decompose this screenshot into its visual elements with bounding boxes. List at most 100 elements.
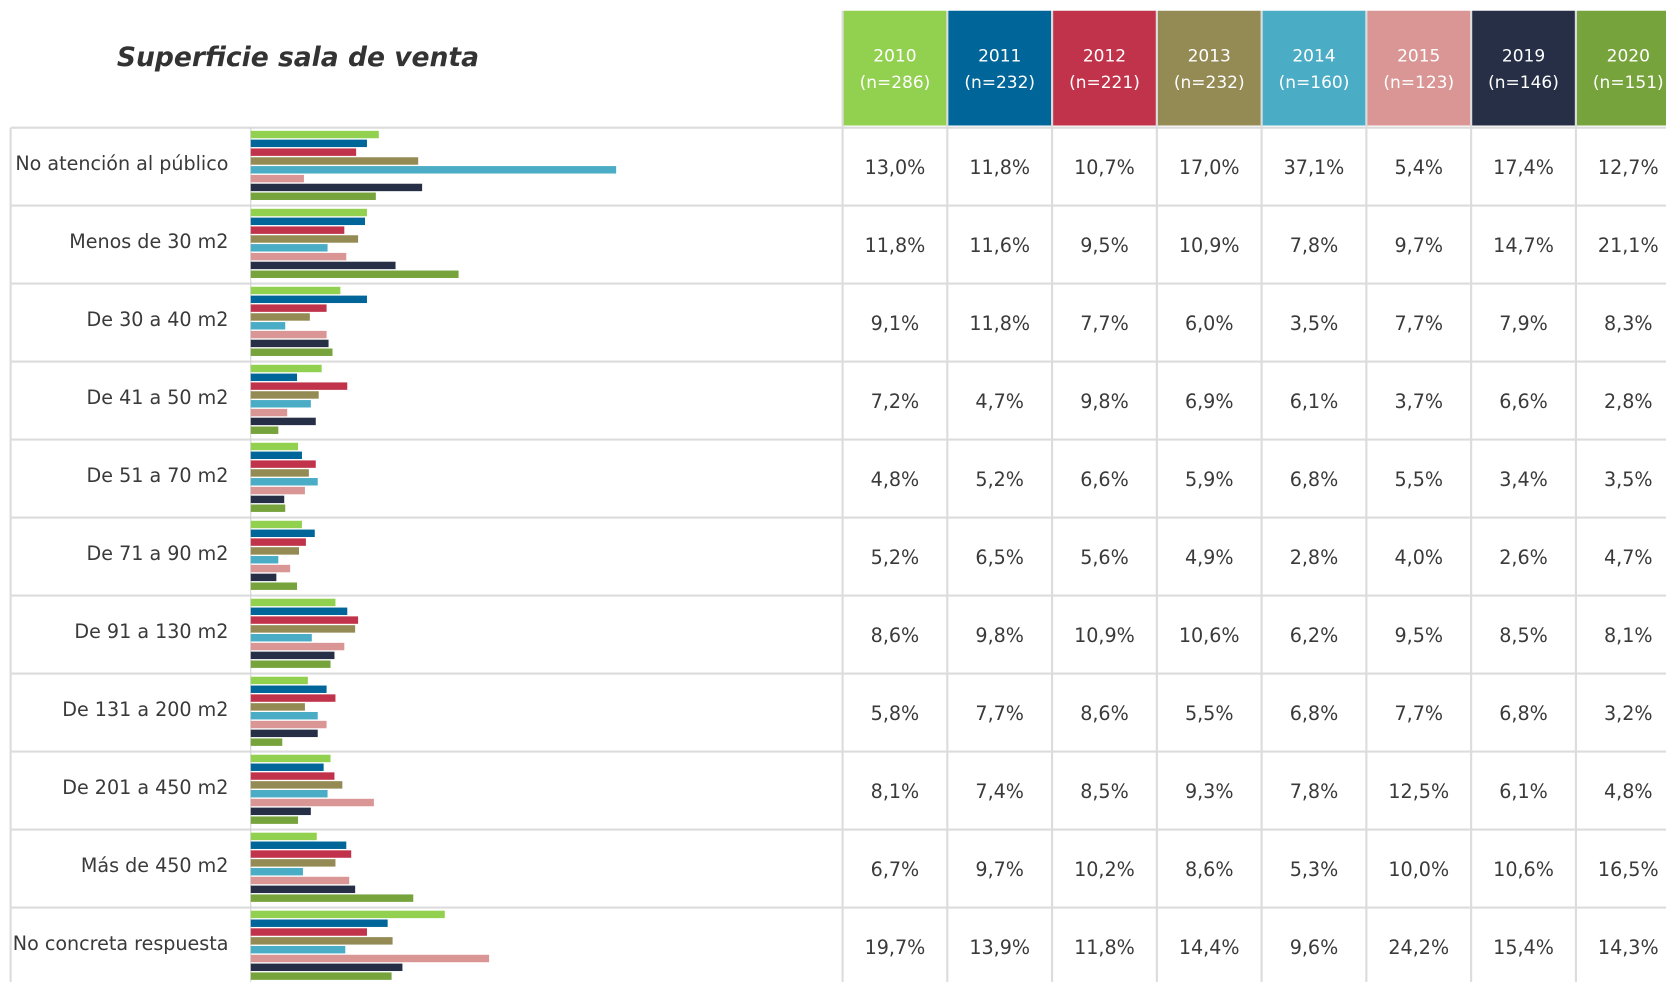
value-label: 9,7% [975,858,1024,881]
value-label: 6,5% [975,546,1024,569]
value-label: 6,7% [871,858,920,881]
value-label: 2,8% [1604,390,1653,413]
value-label: 10,7% [1074,156,1135,179]
bar [250,313,310,321]
value-label: 7,7% [975,702,1024,725]
bar [250,295,367,304]
bar [250,400,311,408]
value-label: 4,7% [1604,546,1653,569]
bar [250,339,329,348]
bar [250,910,445,919]
value-label: 11,8% [1074,936,1135,959]
value-label: 9,7% [1394,234,1443,257]
value-label: 14,4% [1179,936,1240,959]
bar [250,556,279,564]
value-label: 8,3% [1604,312,1653,335]
bar [250,676,308,685]
bar [250,348,333,356]
value-label: 8,5% [1499,624,1548,647]
value-label: 2,8% [1290,546,1339,569]
bar [250,286,341,295]
category-label: De 131 a 200 m2 [62,698,228,721]
value-label: 10,9% [1179,234,1240,257]
header-cell [1367,10,1471,126]
bar [250,538,306,546]
bar [250,460,316,468]
value-label: 7,7% [1394,702,1443,725]
legend-n: (n=146) [1488,73,1559,93]
legend-n: (n=286) [860,73,931,93]
bar [250,373,298,382]
bar [250,174,304,183]
bar [250,244,328,252]
value-label: 7,7% [1080,312,1129,335]
header-cell [843,10,947,126]
value-label: 13,0% [865,156,926,179]
bar [250,208,367,217]
value-label: 11,8% [969,156,1030,179]
value-label: 6,6% [1499,390,1548,413]
legend-name: 2011 [978,46,1021,66]
category-label: De 51 a 70 m2 [87,464,229,487]
value-label: 4,8% [1604,780,1653,803]
bar [250,781,343,789]
bar [250,859,336,867]
bar [250,850,352,858]
legend-n: (n=123) [1383,73,1454,93]
bar [250,451,302,460]
bar [250,270,459,278]
bar [250,261,396,270]
value-label: 15,4% [1493,936,1554,959]
value-label: 11,6% [969,234,1030,257]
value-label: 5,5% [1394,468,1443,491]
value-label: 10,0% [1388,858,1449,881]
bar [250,712,318,720]
bar [250,963,403,972]
bar [250,642,345,651]
legend-name: 2014 [1292,46,1335,66]
value-label: 4,8% [871,468,920,491]
value-label: 5,6% [1080,546,1129,569]
bar [250,139,367,148]
header-cell [1053,10,1156,126]
bar [250,504,286,512]
value-label: 11,8% [969,312,1030,335]
value-label: 9,5% [1394,624,1443,647]
value-label: 9,8% [1080,390,1129,413]
bar [250,304,327,312]
bar [250,486,305,495]
legend-name: 2015 [1397,46,1440,66]
legend-name: 2012 [1083,46,1126,66]
value-label: 10,6% [1179,624,1240,647]
bar [250,634,312,642]
value-label: 5,2% [975,468,1024,491]
bar [250,235,359,243]
value-label: 9,3% [1185,780,1234,803]
bar [250,330,327,339]
category-label: Más de 450 m2 [81,854,229,877]
bar [250,703,305,711]
bar [250,166,617,174]
bar [250,192,376,200]
bar [250,382,348,390]
bar [250,148,357,156]
value-label: 8,1% [871,780,920,803]
bar [250,885,356,894]
category-label: De 71 a 90 m2 [87,542,229,565]
value-label: 6,8% [1290,468,1339,491]
value-label: 7,2% [871,390,920,413]
value-label: 7,4% [975,780,1024,803]
value-label: 13,9% [969,936,1030,959]
bar [250,391,319,399]
header-cell [948,10,1052,126]
value-label: 8,5% [1080,780,1129,803]
bar [250,937,393,945]
bar [250,651,335,660]
bar [250,364,322,373]
value-label: 6,6% [1080,468,1129,491]
category-label: No concreta respuesta [13,932,229,955]
bar [250,876,350,885]
value-label: 6,2% [1290,624,1339,647]
category-label: No atención al público [15,152,228,175]
bar [250,841,347,849]
